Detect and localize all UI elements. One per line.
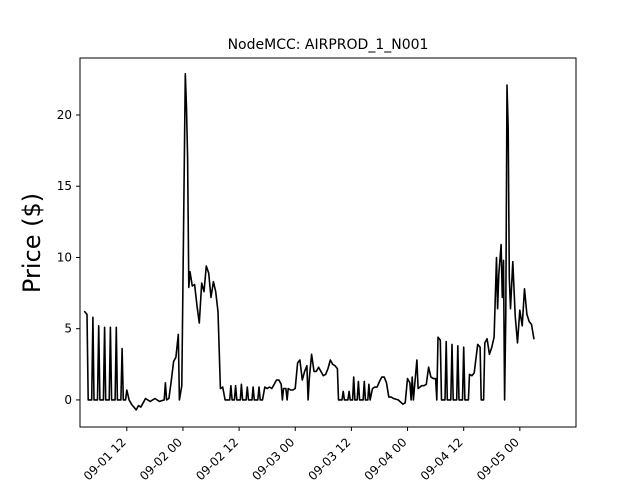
plot-area xyxy=(79,57,577,428)
x-tick-label: 09-03 12 xyxy=(305,435,353,480)
price-series-line xyxy=(83,72,535,411)
x-tick-label: 09-04 12 xyxy=(418,435,466,480)
x-tick-label: 09-03 00 xyxy=(249,435,297,480)
y-axis-label: Price ($) xyxy=(18,193,46,293)
x-tick-label: 09-02 12 xyxy=(193,435,241,480)
y-tick-label: 15 xyxy=(57,179,72,193)
y-axis-ticks: 0 5 10 15 20 xyxy=(57,108,80,407)
x-axis-ticks: 09-01 12 09-02 00 09-02 12 09-03 00 09-03 12… xyxy=(81,427,522,480)
x-tick-label: 09-05 00 xyxy=(474,435,522,480)
x-tick-label: 09-04 00 xyxy=(362,435,410,480)
chart-title: NodeMCC: AIRPROD_1_N001 xyxy=(228,37,429,53)
y-tick-label: 10 xyxy=(57,250,72,264)
y-tick-label: 20 xyxy=(57,108,72,122)
y-tick-label: 5 xyxy=(64,322,72,336)
x-tick-label: 09-02 00 xyxy=(137,435,185,480)
plot-lines xyxy=(83,72,535,411)
y-tick-label: 0 xyxy=(64,393,72,407)
x-tick-label: 09-01 12 xyxy=(81,435,129,480)
